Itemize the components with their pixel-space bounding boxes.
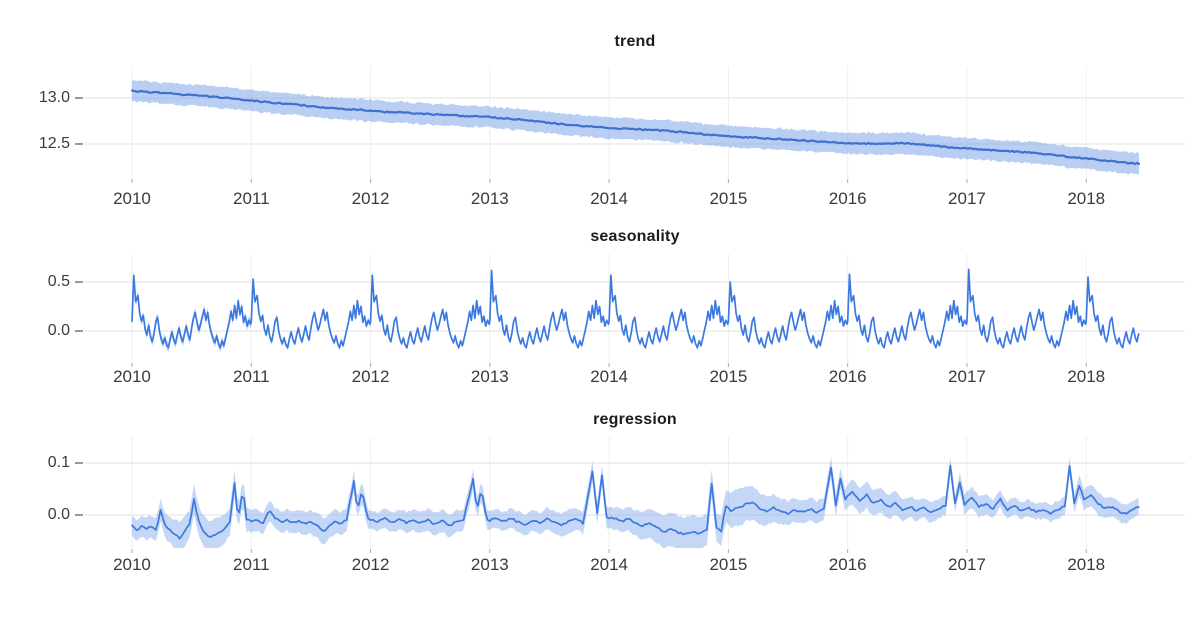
x-tick-label: 2018 bbox=[1067, 555, 1106, 574]
x-tick-label: 2015 bbox=[709, 367, 748, 386]
y-tick-label: 0.0 bbox=[47, 322, 70, 340]
x-tick-label: 2018 bbox=[1067, 189, 1106, 208]
x-tick-label: 2017 bbox=[948, 189, 986, 208]
credible-band bbox=[132, 457, 1139, 548]
mean-line bbox=[131, 464, 1140, 540]
chart-title-trend: trend bbox=[614, 33, 656, 50]
credible-band bbox=[132, 80, 1139, 175]
chart-title-regression: regression bbox=[593, 411, 677, 428]
y-tick-label: 0.0 bbox=[47, 505, 70, 523]
x-tick-label: 2015 bbox=[709, 189, 748, 208]
y-tick-label: 0.5 bbox=[47, 273, 70, 291]
chart-title-seasonality: seasonality bbox=[590, 228, 680, 245]
regression-plot-area bbox=[75, 437, 1185, 553]
x-tick-label: 2010 bbox=[113, 555, 151, 574]
x-tick-label: 2018 bbox=[1067, 367, 1106, 386]
y-tick-label: 12.5 bbox=[38, 134, 70, 152]
x-tick-label: 2016 bbox=[828, 189, 867, 208]
x-tick-label: 2017 bbox=[948, 367, 986, 386]
mean-line bbox=[130, 89, 1141, 166]
x-tick-label: 2012 bbox=[351, 555, 390, 574]
x-tick-label: 2016 bbox=[828, 367, 867, 386]
x-tick-label: 2012 bbox=[351, 189, 390, 208]
x-tick-label: 2014 bbox=[590, 367, 629, 386]
x-tick-label: 2010 bbox=[113, 189, 151, 208]
x-tick-label: 2011 bbox=[232, 555, 270, 574]
x-tick-label: 2016 bbox=[828, 555, 867, 574]
x-tick-label: 2011 bbox=[232, 189, 270, 208]
x-tick-label: 2015 bbox=[709, 555, 748, 574]
x-tick-label: 2013 bbox=[470, 367, 509, 386]
x-tick-label: 2011 bbox=[232, 367, 270, 386]
x-tick-label: 2010 bbox=[113, 367, 151, 386]
seasonality-plot-area bbox=[75, 254, 1185, 367]
x-tick-label: 2013 bbox=[470, 555, 509, 574]
x-tick-label: 2017 bbox=[948, 555, 986, 574]
mean-line bbox=[131, 268, 1140, 349]
y-tick-label: 0.1 bbox=[47, 453, 70, 471]
x-tick-label: 2012 bbox=[351, 367, 390, 386]
trend-plot-area bbox=[75, 66, 1185, 183]
x-tick-label: 2013 bbox=[470, 189, 509, 208]
y-tick-label: 13.0 bbox=[38, 89, 70, 106]
x-tick-label: 2014 bbox=[590, 189, 629, 208]
x-tick-label: 2014 bbox=[590, 555, 629, 574]
